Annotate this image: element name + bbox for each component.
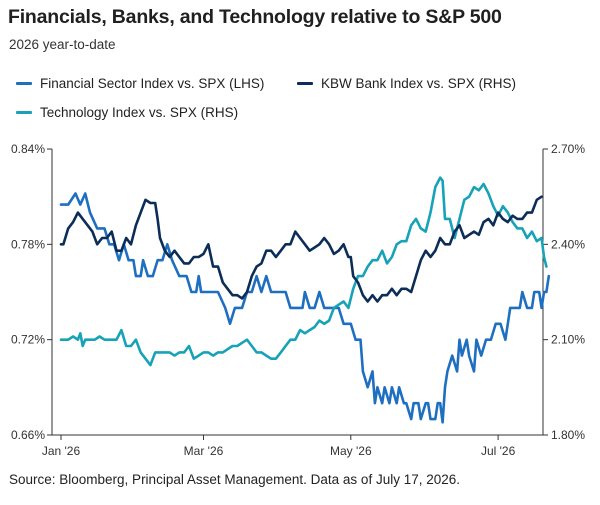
legend-item-kbw: KBW Bank Index vs. SPX (RHS) [297, 76, 516, 91]
x-axis-tick-label: Jul '26 [481, 444, 516, 458]
legend-swatch-kbw [297, 82, 313, 85]
x-axis-tick-label: Mar '26 [184, 444, 224, 458]
left-axis-tick-label: 0.78% [11, 237, 45, 251]
right-axis-tick-label: 1.80% [551, 428, 585, 442]
legend-label-kbw: KBW Bank Index vs. SPX (RHS) [321, 76, 517, 91]
legend-swatch-technology [16, 111, 32, 114]
source-note: Source: Bloomberg, Principal Asset Manag… [9, 472, 460, 487]
left-axis-tick-label: 0.84% [11, 142, 45, 156]
chart-legend: Financial Sector Index vs. SPX (LHS) KBW… [0, 0, 600, 130]
right-axis-tick-label: 2.10% [551, 333, 585, 347]
right-axis-tick-label: 2.40% [551, 237, 585, 251]
chart-subtitle: 2026 year-to-date [9, 37, 116, 52]
series-line-kbw-bank [59, 195, 543, 303]
legend-label-technology: Technology Index vs. SPX (RHS) [40, 105, 239, 120]
series-line-technology [59, 176, 548, 367]
x-axis-tick-label: May '26 [330, 444, 372, 458]
legend-label-financial: Financial Sector Index vs. SPX (LHS) [40, 76, 265, 91]
left-axis-tick-label: 0.66% [11, 428, 45, 442]
series-line-financial [59, 192, 551, 424]
x-axis-tick-label: Jan '26 [42, 444, 81, 458]
right-axis-tick-label: 2.70% [551, 142, 585, 156]
legend-item-financial: Financial Sector Index vs. SPX (LHS) [16, 76, 264, 91]
legend-swatch-financial [16, 82, 32, 85]
legend-item-technology: Technology Index vs. SPX (RHS) [16, 105, 238, 120]
chart-title: Financials, Banks, and Technology relati… [8, 6, 502, 28]
left-axis-tick-label: 0.72% [11, 333, 45, 347]
